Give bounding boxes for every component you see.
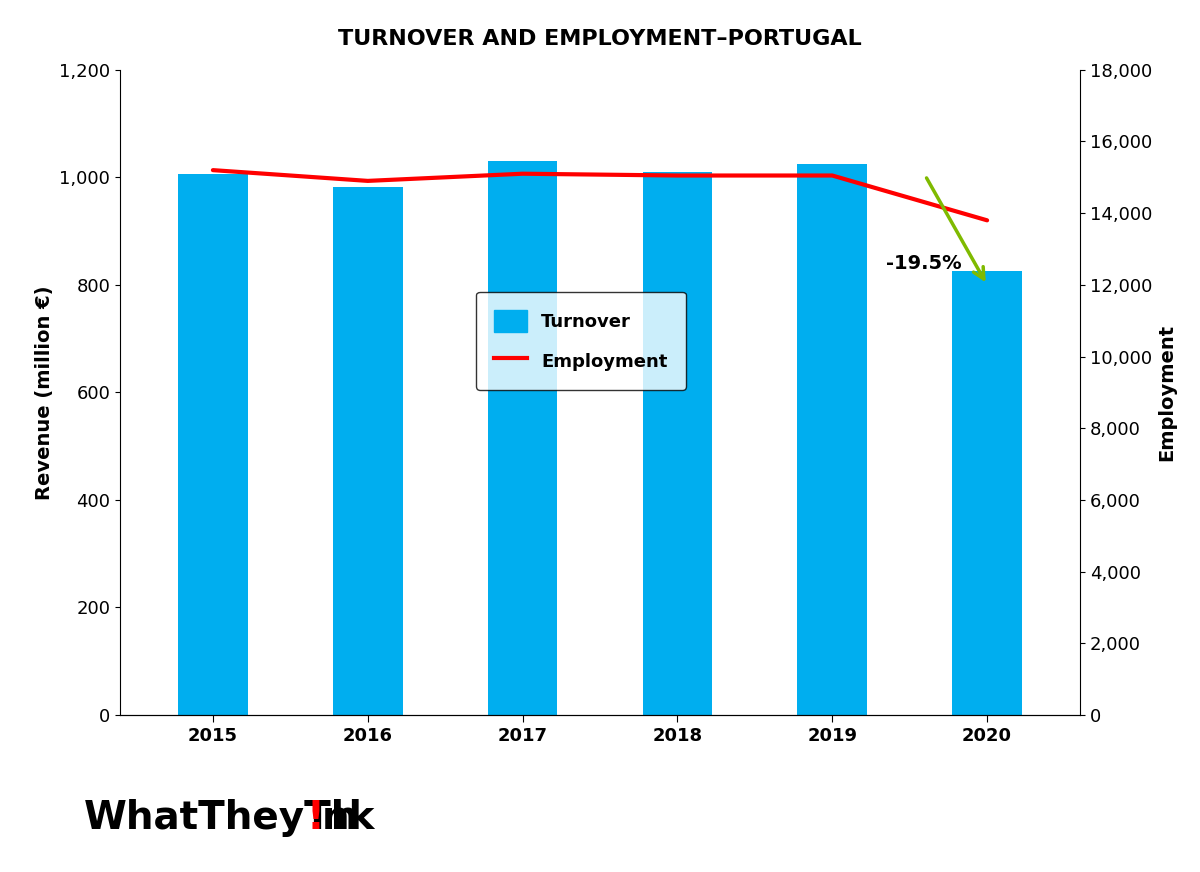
Text: nk: nk [322, 799, 374, 837]
Title: TURNOVER AND EMPLOYMENT–PORTUGAL: TURNOVER AND EMPLOYMENT–PORTUGAL [338, 29, 862, 49]
Legend: Turnover, Employment: Turnover, Employment [476, 291, 685, 390]
Text: !: ! [306, 799, 324, 837]
Bar [798, 164, 868, 715]
Bar [642, 172, 713, 715]
Bar [332, 187, 402, 715]
Bar [487, 161, 558, 715]
Text: WhatTheyTh: WhatTheyTh [84, 799, 359, 837]
Y-axis label: Employment: Employment [1158, 324, 1177, 461]
Bar [953, 271, 1022, 715]
Y-axis label: Revenue (million €): Revenue (million €) [35, 285, 54, 500]
Bar [178, 174, 247, 715]
Text: -19.5%: -19.5% [887, 254, 962, 273]
